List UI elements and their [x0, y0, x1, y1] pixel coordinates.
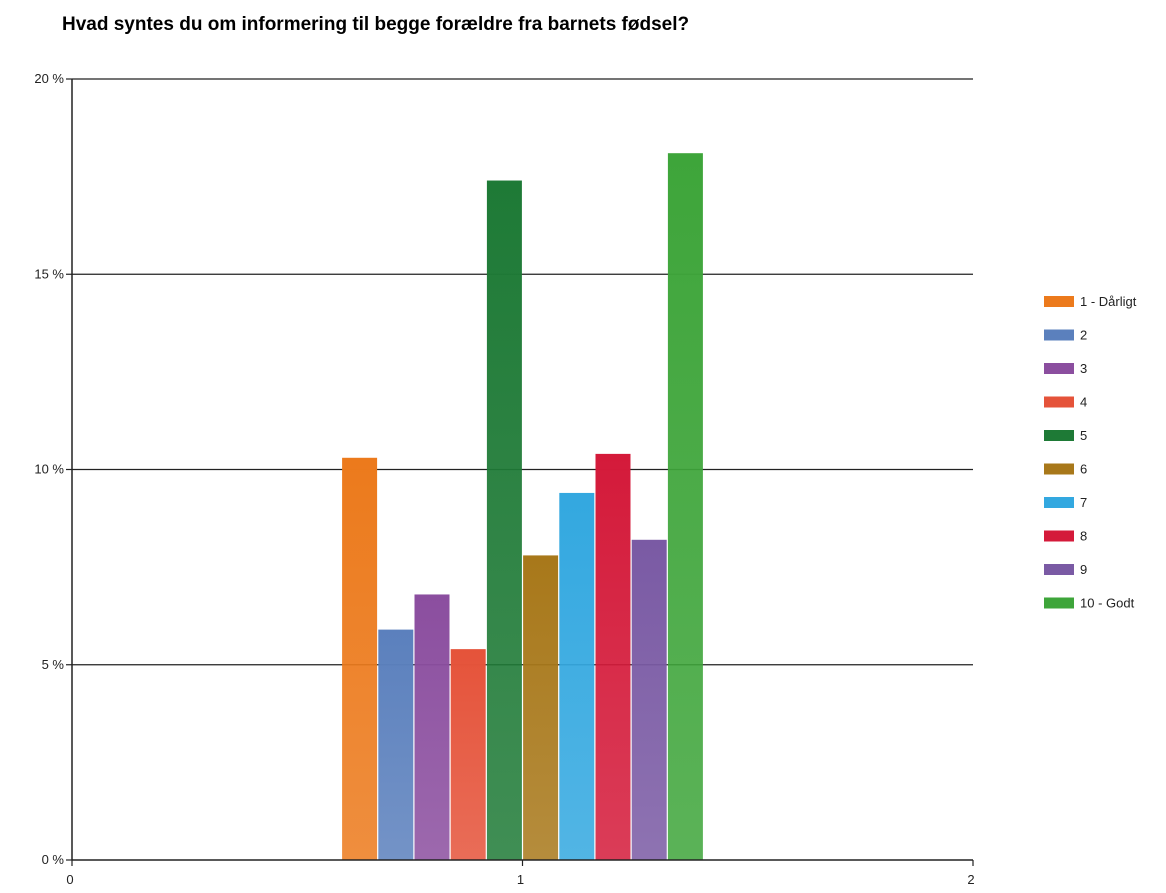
legend-label: 7	[1080, 495, 1087, 510]
y-tick-label: 10 %	[34, 462, 64, 477]
y-tick-label: 20 %	[34, 71, 64, 86]
y-tick-label: 15 %	[34, 266, 64, 281]
legend-swatch	[1044, 396, 1074, 408]
bar-3	[414, 594, 450, 860]
x-tick-label: 0	[66, 872, 73, 887]
legend-label: 1 - Dårligt	[1080, 294, 1137, 309]
bar-7	[559, 492, 595, 860]
legend-label: 10 - Godt	[1080, 596, 1135, 611]
chart-title: Hvad syntes du om informering til begge …	[62, 14, 690, 35]
bar-8	[595, 453, 631, 860]
bar-10	[667, 153, 703, 860]
bars	[342, 153, 703, 860]
legend-label: 8	[1080, 529, 1087, 544]
legend-swatch	[1044, 497, 1074, 508]
bar-2	[378, 629, 414, 860]
legend-swatch	[1044, 363, 1074, 374]
legend-label: 3	[1080, 361, 1087, 376]
legend-swatch	[1044, 329, 1074, 341]
bar-9	[631, 539, 667, 860]
bar-4	[450, 649, 486, 860]
legend-swatch	[1044, 564, 1074, 575]
y-tick-labels: 0 % 5 % 10 % 15 % 20 %	[34, 71, 64, 867]
legend-label: 4	[1080, 395, 1087, 410]
x-tick-label: 2	[967, 872, 974, 887]
legend-swatch	[1044, 597, 1074, 609]
y-tick-label: 5 %	[42, 657, 65, 672]
legend-label: 9	[1080, 562, 1087, 577]
legend-swatch	[1044, 296, 1074, 307]
legend-label: 6	[1080, 462, 1087, 477]
legend-label: 5	[1080, 428, 1087, 443]
legend-swatch	[1044, 463, 1074, 475]
legend-swatch	[1044, 530, 1074, 542]
bar-5	[486, 180, 522, 860]
bar-6	[523, 555, 559, 860]
legend-swatch	[1044, 430, 1074, 441]
bar-1	[342, 457, 378, 860]
axes	[66, 78, 974, 866]
grid-lines	[72, 78, 973, 666]
y-tick-label: 0 %	[42, 852, 65, 867]
x-tick-labels: 0 1 2	[66, 872, 974, 887]
legend-label: 2	[1080, 328, 1087, 343]
legend: 1 - Dårligt 2 3 4 5 6 7 8 9 10 - Godt	[1044, 294, 1137, 611]
x-tick-label: 1	[517, 872, 524, 887]
